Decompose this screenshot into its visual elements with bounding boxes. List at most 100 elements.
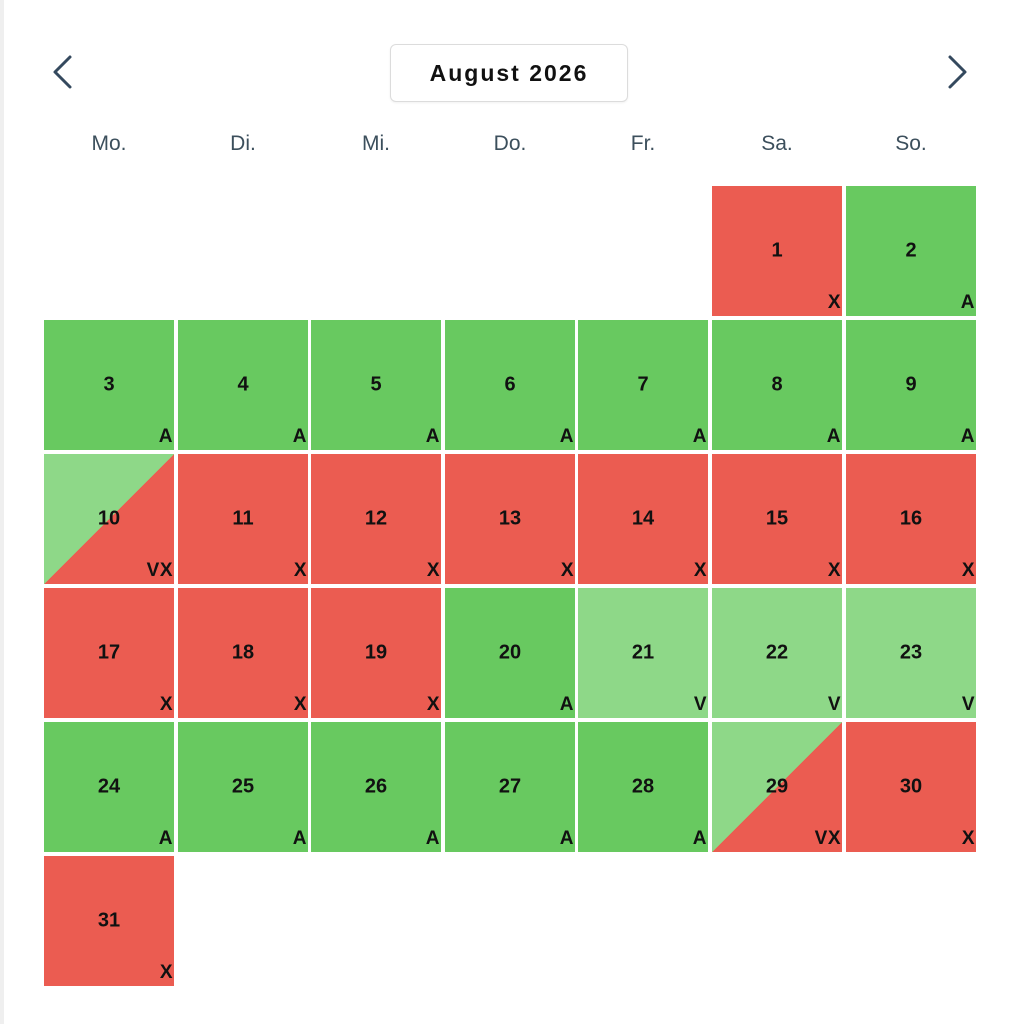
day-status-code: A bbox=[960, 426, 975, 447]
day-cell[interactable]: 14 X bbox=[578, 454, 708, 584]
day-cell[interactable]: 4 A bbox=[178, 320, 308, 450]
day-status-code: A bbox=[826, 426, 841, 447]
day-number: 4 bbox=[237, 373, 249, 396]
day-cell[interactable]: 20 A bbox=[445, 588, 575, 718]
day-number: 22 bbox=[765, 641, 789, 664]
day-status-code: VX bbox=[814, 828, 841, 849]
day-number: 5 bbox=[370, 373, 382, 396]
day-cell[interactable]: 8 A bbox=[712, 320, 842, 450]
day-status-code: A bbox=[559, 828, 574, 849]
day-number: 20 bbox=[498, 641, 522, 664]
day-status-code: A bbox=[960, 292, 975, 313]
day-status-code: X bbox=[827, 560, 841, 581]
day-number: 2 bbox=[905, 239, 917, 262]
day-cell[interactable]: 6 A bbox=[445, 320, 575, 450]
day-cell[interactable]: 31 X bbox=[44, 856, 174, 986]
day-cell[interactable]: 25 A bbox=[178, 722, 308, 852]
weekday-header: Di. bbox=[230, 132, 256, 155]
day-number: 7 bbox=[637, 373, 649, 396]
day-status-code: V bbox=[693, 694, 707, 715]
weekday-header: Fr. bbox=[630, 132, 656, 155]
day-number: 25 bbox=[231, 775, 255, 798]
day-number: 27 bbox=[498, 775, 522, 798]
day-cell[interactable]: 18 X bbox=[178, 588, 308, 718]
day-number: 29 bbox=[765, 775, 789, 798]
day-status-code: VX bbox=[146, 560, 173, 581]
day-status-code: A bbox=[292, 426, 307, 447]
day-status-code: X bbox=[159, 962, 173, 983]
day-cell[interactable]: 1 X bbox=[712, 186, 842, 316]
day-cell[interactable]: 17 X bbox=[44, 588, 174, 718]
day-number: 28 bbox=[631, 775, 655, 798]
weekday-header: Mo. bbox=[91, 132, 127, 155]
month-title-button[interactable]: August 2026 bbox=[390, 44, 628, 102]
day-status-code: X bbox=[159, 694, 173, 715]
next-month-button[interactable] bbox=[938, 50, 978, 94]
weekday-header: Do. bbox=[493, 132, 527, 155]
day-status-code: A bbox=[559, 426, 574, 447]
day-number: 3 bbox=[103, 373, 115, 396]
day-cell[interactable]: 2 A bbox=[846, 186, 976, 316]
day-cell[interactable]: 13 X bbox=[445, 454, 575, 584]
day-cell[interactable]: 9 A bbox=[846, 320, 976, 450]
day-number: 6 bbox=[504, 373, 516, 396]
day-cell[interactable]: 21 V bbox=[578, 588, 708, 718]
day-status-code: X bbox=[560, 560, 574, 581]
prev-month-button[interactable] bbox=[42, 50, 82, 94]
day-status-code: X bbox=[693, 560, 707, 581]
day-cell[interactable]: 11 X bbox=[178, 454, 308, 584]
day-cell[interactable]: 22 V bbox=[712, 588, 842, 718]
day-number: 26 bbox=[364, 775, 388, 798]
day-cell[interactable]: 3 A bbox=[44, 320, 174, 450]
day-number: 12 bbox=[364, 507, 388, 530]
day-status-code: V bbox=[961, 694, 975, 715]
day-status-code: X bbox=[426, 560, 440, 581]
day-number: 11 bbox=[232, 507, 254, 530]
day-cell[interactable]: 10 VX bbox=[44, 454, 174, 584]
day-cell[interactable]: 30 X bbox=[846, 722, 976, 852]
day-cell[interactable]: 16 X bbox=[846, 454, 976, 584]
day-number: 16 bbox=[899, 507, 923, 530]
day-cell[interactable]: 15 X bbox=[712, 454, 842, 584]
day-number: 31 bbox=[97, 909, 121, 932]
day-status-code: A bbox=[425, 828, 440, 849]
day-number: 30 bbox=[899, 775, 923, 798]
day-cell[interactable]: 12 X bbox=[311, 454, 441, 584]
day-status-code: X bbox=[961, 560, 975, 581]
day-cell[interactable]: 5 A bbox=[311, 320, 441, 450]
day-status-code: X bbox=[293, 694, 307, 715]
day-number: 23 bbox=[899, 641, 923, 664]
day-cell[interactable]: 23 V bbox=[846, 588, 976, 718]
day-number: 8 bbox=[771, 373, 783, 396]
day-status-code: A bbox=[692, 828, 707, 849]
day-number: 24 bbox=[97, 775, 121, 798]
day-number: 14 bbox=[631, 507, 655, 530]
day-status-code: A bbox=[158, 828, 173, 849]
weekday-header: Mi. bbox=[362, 132, 390, 155]
day-cell[interactable]: 24 A bbox=[44, 722, 174, 852]
chevron-right-icon bbox=[948, 55, 967, 89]
day-cell[interactable]: 26 A bbox=[311, 722, 441, 852]
day-cell[interactable]: 29 VX bbox=[712, 722, 842, 852]
left-border bbox=[0, 0, 4, 1024]
day-status-code: X bbox=[426, 694, 440, 715]
weekday-header: Sa. bbox=[761, 132, 793, 155]
day-number: 18 bbox=[231, 641, 255, 664]
day-cell[interactable]: 28 A bbox=[578, 722, 708, 852]
day-cell[interactable]: 27 A bbox=[445, 722, 575, 852]
day-status-code: X bbox=[961, 828, 975, 849]
day-status-code: X bbox=[293, 560, 307, 581]
day-status-code: V bbox=[827, 694, 841, 715]
day-number: 17 bbox=[97, 641, 121, 664]
day-cell[interactable]: 7 A bbox=[578, 320, 708, 450]
chevron-left-icon bbox=[53, 55, 72, 89]
weekday-header: So. bbox=[895, 132, 927, 155]
day-status-code: A bbox=[158, 426, 173, 447]
day-number: 1 bbox=[771, 239, 783, 262]
day-cell[interactable]: 19 X bbox=[311, 588, 441, 718]
day-status-code: A bbox=[559, 694, 574, 715]
day-number: 9 bbox=[905, 373, 917, 396]
day-number: 15 bbox=[765, 507, 789, 530]
day-status-code: X bbox=[827, 292, 841, 313]
day-status-code: A bbox=[425, 426, 440, 447]
